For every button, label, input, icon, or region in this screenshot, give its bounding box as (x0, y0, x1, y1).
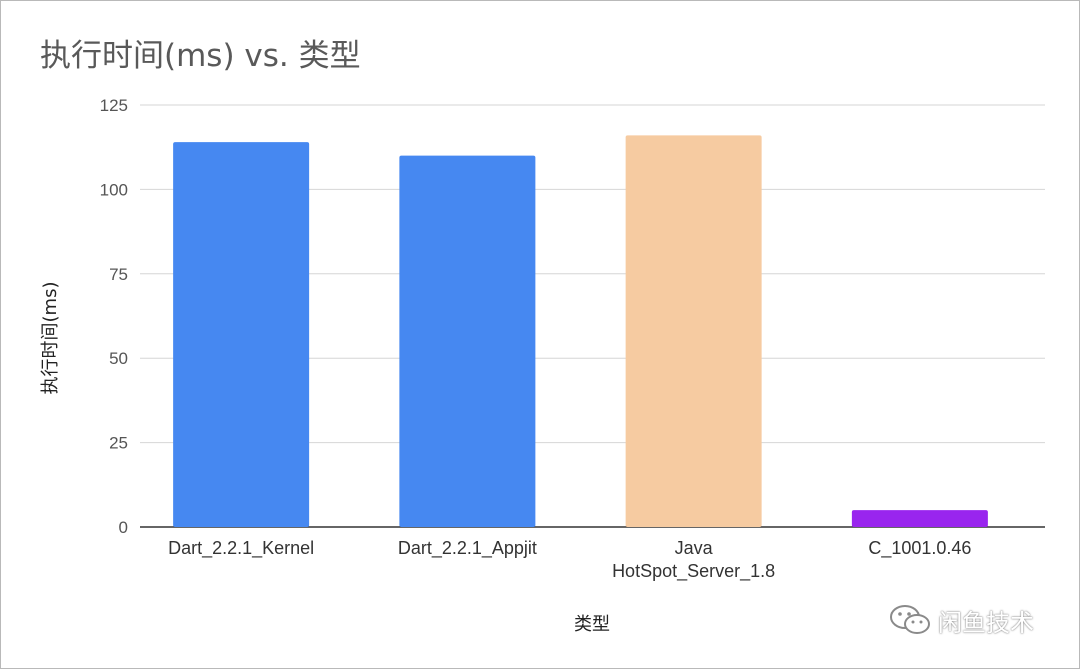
bar (851, 510, 988, 527)
x-tick-label: C_1001.0.46 (868, 538, 971, 559)
watermark: 闲鱼技术 (888, 602, 1034, 638)
bar (173, 142, 310, 528)
y-tick-label: 50 (109, 349, 128, 368)
y-tick-label: 25 (109, 434, 128, 453)
x-tick-label: HotSpot_Server_1.8 (612, 561, 775, 582)
x-tick-label: Java (675, 538, 714, 558)
x-tick-label: Dart_2.2.1_Kernel (168, 538, 314, 559)
bar (625, 135, 762, 527)
x-axis-label: 类型 (574, 614, 610, 635)
wechat-icon (890, 605, 930, 634)
y-tick-label: 0 (119, 518, 128, 537)
bar (399, 155, 536, 527)
y-tick-label: 125 (100, 96, 128, 115)
x-tick-label: Dart_2.2.1_Appjit (398, 538, 537, 559)
y-tick-label: 75 (109, 265, 128, 284)
y-tick-label: 100 (100, 180, 128, 199)
chart-title: 执行时间(ms) vs. 类型 (40, 38, 361, 74)
watermark-text: 闲鱼技术 (938, 608, 1034, 637)
